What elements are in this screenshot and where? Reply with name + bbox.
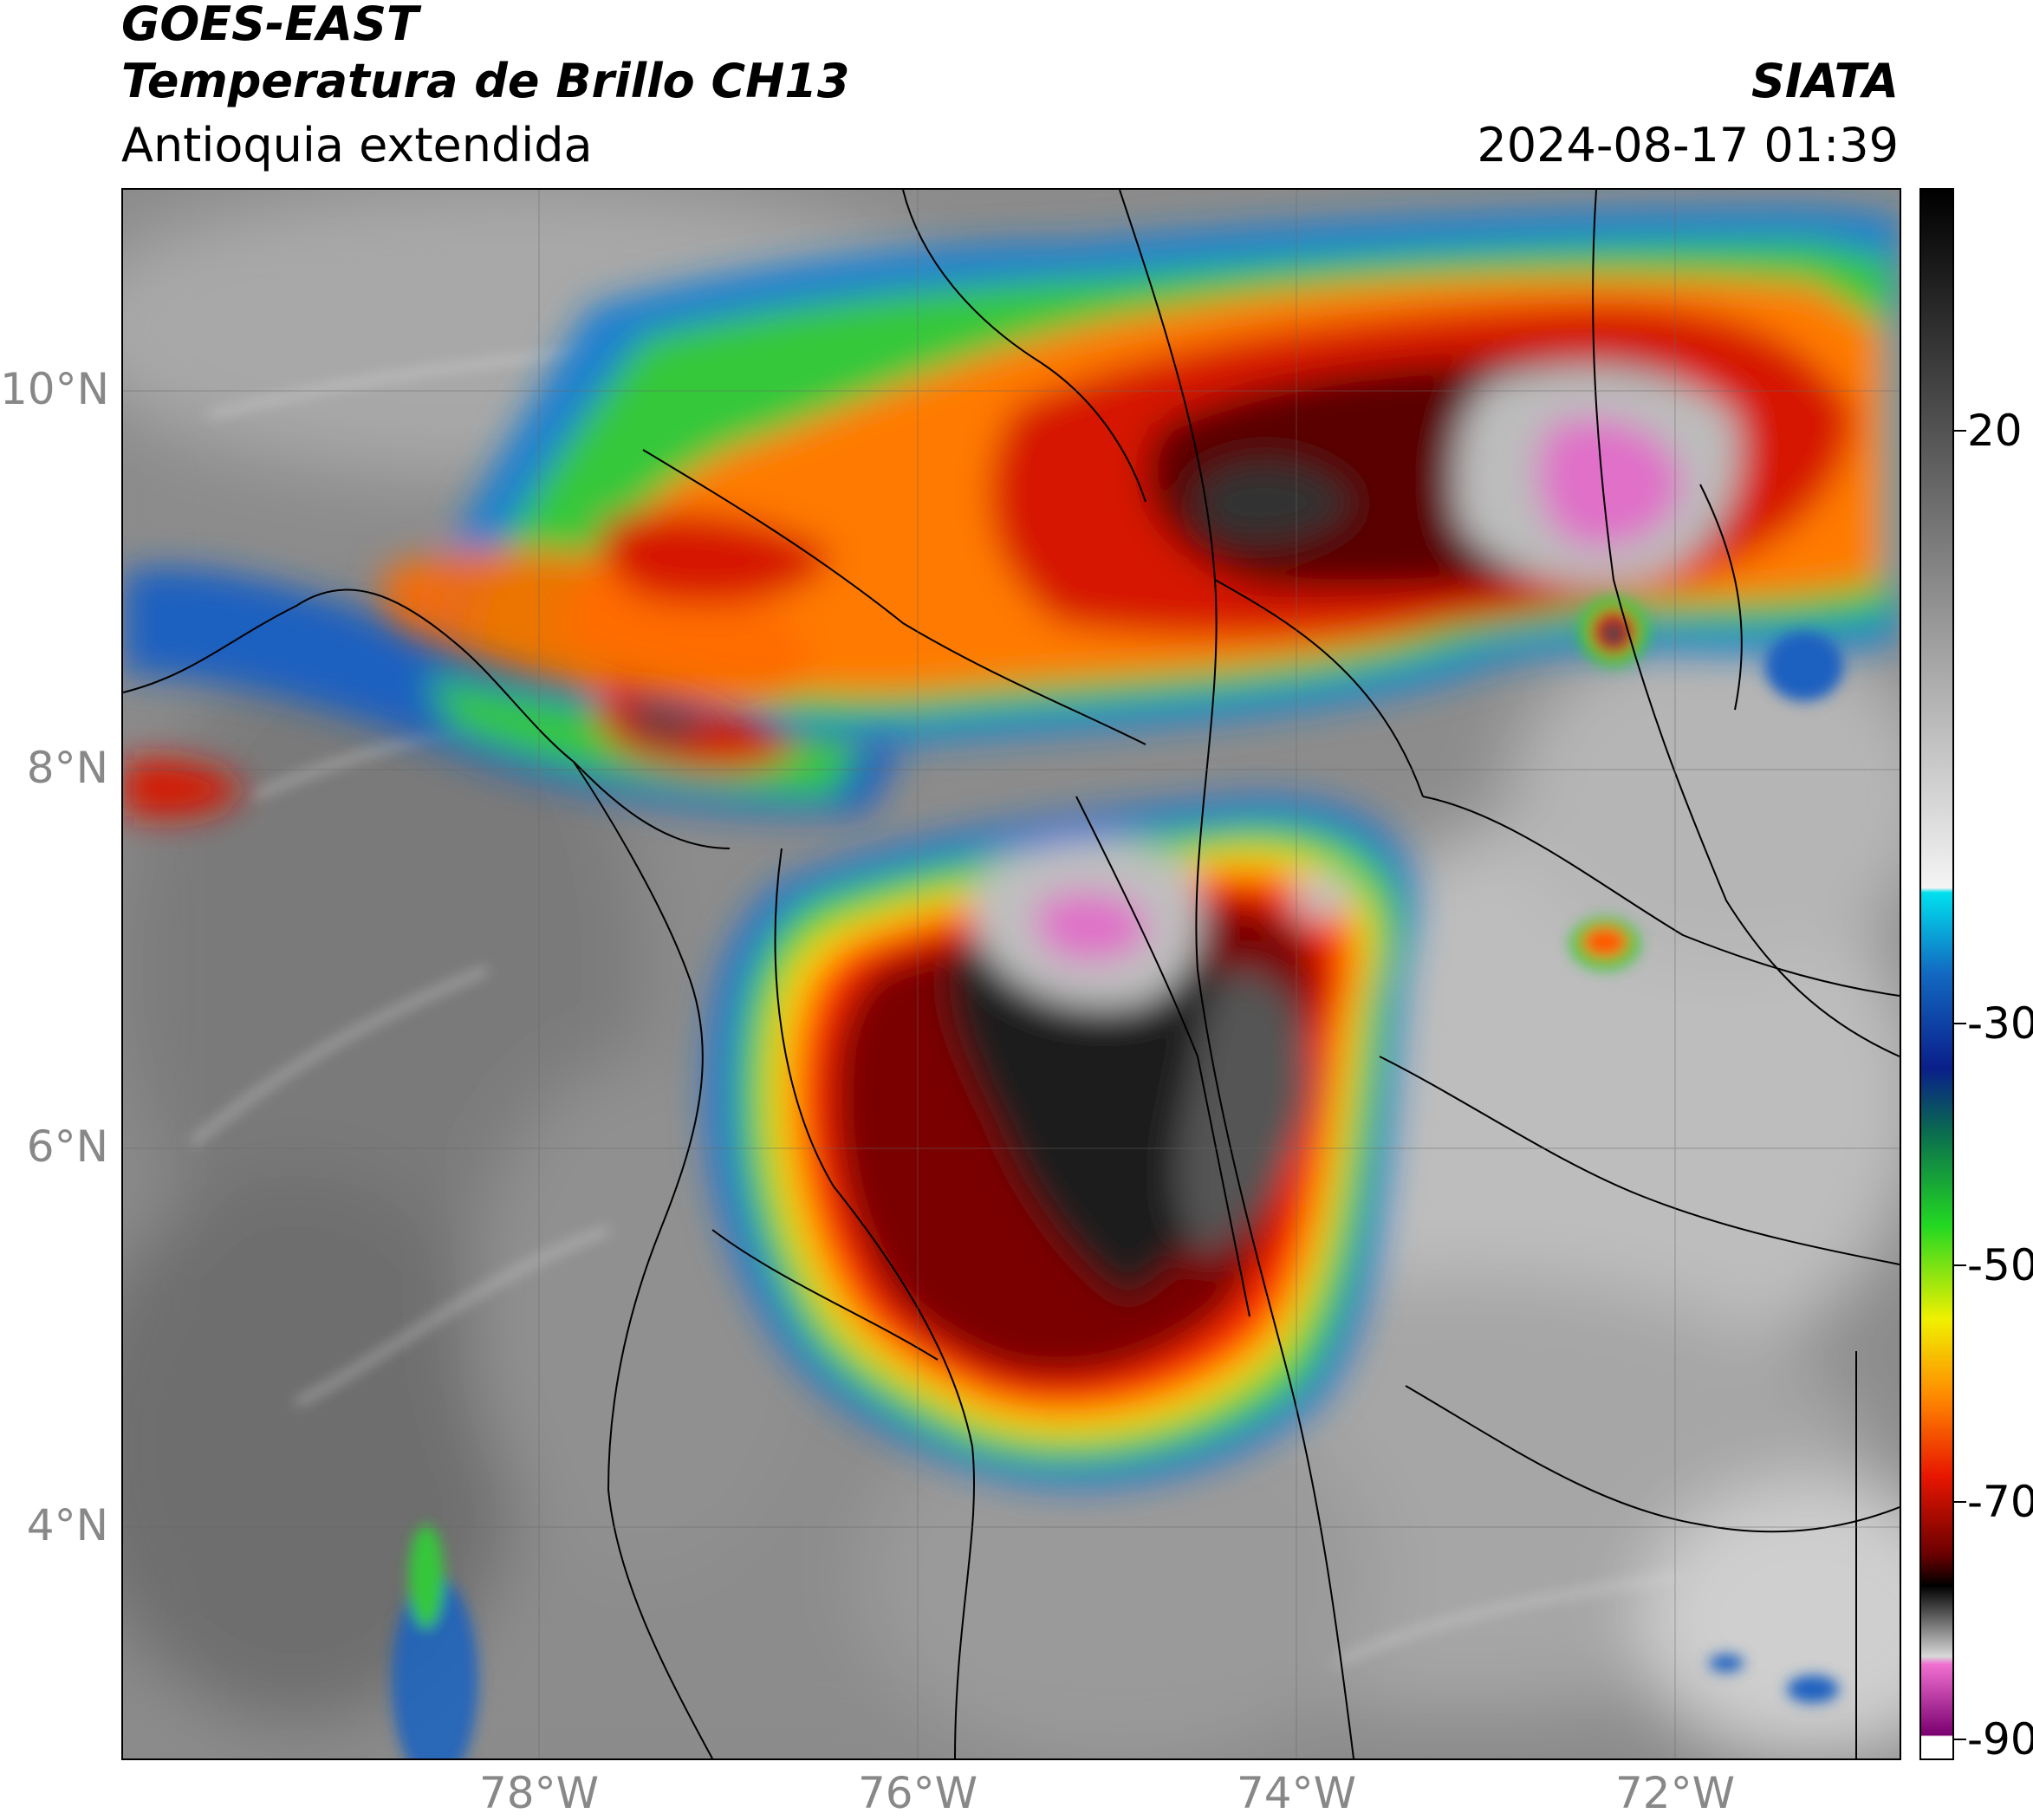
lat-label-4n: 4°N — [26, 1500, 108, 1550]
small-cells — [392, 597, 1843, 1758]
lat-label-10n: 10°N — [0, 364, 110, 414]
title-satellite: GOES-EAST — [121, 0, 419, 51]
colorbar-label-minus90: -90 — [1967, 1714, 2033, 1765]
timestamp-label: 2024-08-17 01:39 — [1477, 118, 1899, 172]
satellite-map — [121, 188, 1901, 1760]
colorbar-label-minus30: -30 — [1967, 998, 2033, 1049]
colorbar-label-minus70: -70 — [1967, 1477, 2033, 1527]
lon-label-72w: 72°W — [1614, 1768, 1736, 1818]
subtitle-region: Antioquia extendida — [121, 118, 593, 172]
main-storm — [705, 796, 1416, 1487]
gridlines — [123, 190, 1900, 1758]
organization-label: SIATA — [1750, 54, 1899, 108]
colorbar-tick-minus90 — [1954, 1739, 1966, 1740]
colorbar-label-minus50: -50 — [1967, 1240, 2033, 1290]
lon-label-76w: 76°W — [857, 1768, 978, 1818]
lon-label-74w: 74°W — [1236, 1768, 1357, 1818]
title-product: Temperatura de Brillo CH13 — [121, 54, 850, 108]
western-band — [123, 567, 903, 817]
colorbar-tick-minus50 — [1954, 1264, 1966, 1266]
colorbar — [1919, 188, 1954, 1760]
colorbar-tick-minus70 — [1954, 1501, 1966, 1503]
lat-label-8n: 8°N — [26, 743, 108, 793]
lat-label-6n: 6°N — [26, 1121, 108, 1172]
lon-label-78w: 78°W — [478, 1768, 600, 1818]
country-borders — [123, 190, 1900, 1758]
northern-storm — [383, 207, 1900, 750]
colorbar-label-20: 20 — [1967, 406, 2023, 456]
colorbar-tick-20 — [1954, 430, 1966, 432]
colorbar-tick-minus30 — [1954, 1023, 1966, 1024]
